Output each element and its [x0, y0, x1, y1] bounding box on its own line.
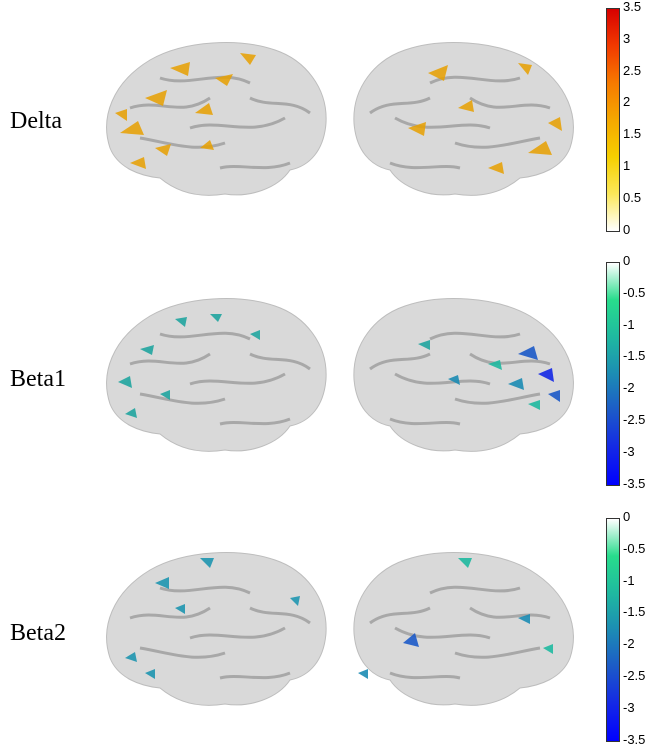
tick-label: 2: [623, 94, 631, 109]
colorbar-beta1: [606, 262, 620, 486]
band-label: Beta2: [10, 620, 66, 646]
panel-delta: Delta 3.5 3 2.5 2 1.5 1 0.5 0: [0, 0, 662, 240]
left-hemisphere-brain: [106, 298, 327, 452]
tick-label: -2: [623, 636, 635, 651]
tick-label: -2.5: [623, 412, 646, 427]
tick-label: -1: [623, 317, 635, 332]
colorbar-ticks-delta: 3.5 3 2.5 2 1.5 1 0.5 0: [623, 0, 662, 240]
tick-label: -3.5: [623, 476, 646, 491]
tick-label: -1: [623, 573, 635, 588]
panel-beta2: Beta2 0 -0.5 -1 -1.5 -2 -2.5 -3 -3.5: [0, 508, 662, 748]
band-label: Delta: [10, 108, 62, 134]
tick-label: -3.5: [623, 732, 646, 747]
tick-label: 3.5: [623, 0, 642, 14]
tick-label: 0: [623, 222, 631, 237]
tick-label: -1.5: [623, 604, 646, 619]
tick-label: -0.5: [623, 541, 646, 556]
right-hemisphere-brain: [353, 42, 574, 196]
colorbar-ticks-beta2: 0 -0.5 -1 -1.5 -2 -2.5 -3 -3.5: [623, 510, 662, 750]
tick-label: 0: [623, 509, 631, 524]
tick-label: 3: [623, 31, 631, 46]
tick-label: 2.5: [623, 63, 642, 78]
right-hemisphere-brain: [353, 298, 574, 452]
tick-label: -0.5: [623, 285, 646, 300]
tick-label: -3: [623, 444, 635, 459]
tick-label: 0: [623, 253, 631, 268]
panel-beta1: Beta1 0 -0.5 -1 -1.5 -2 -2.5 -3 -3.5: [0, 252, 662, 492]
band-label: Beta1: [10, 366, 66, 392]
tick-label: 0.5: [623, 190, 642, 205]
left-hemisphere-brain: [106, 552, 327, 706]
tick-label: -2: [623, 380, 635, 395]
colorbar-beta2: [606, 518, 620, 742]
tick-label: 1.5: [623, 126, 642, 141]
right-hemisphere-brain: [353, 552, 574, 706]
colorbar-delta: [606, 8, 620, 232]
tick-label: 1: [623, 158, 631, 173]
colorbar-ticks-beta1: 0 -0.5 -1 -1.5 -2 -2.5 -3 -3.5: [623, 254, 662, 494]
tick-label: -3: [623, 700, 635, 715]
tick-label: -1.5: [623, 348, 646, 363]
tick-label: -2.5: [623, 668, 646, 683]
left-hemisphere-brain: [106, 42, 327, 196]
